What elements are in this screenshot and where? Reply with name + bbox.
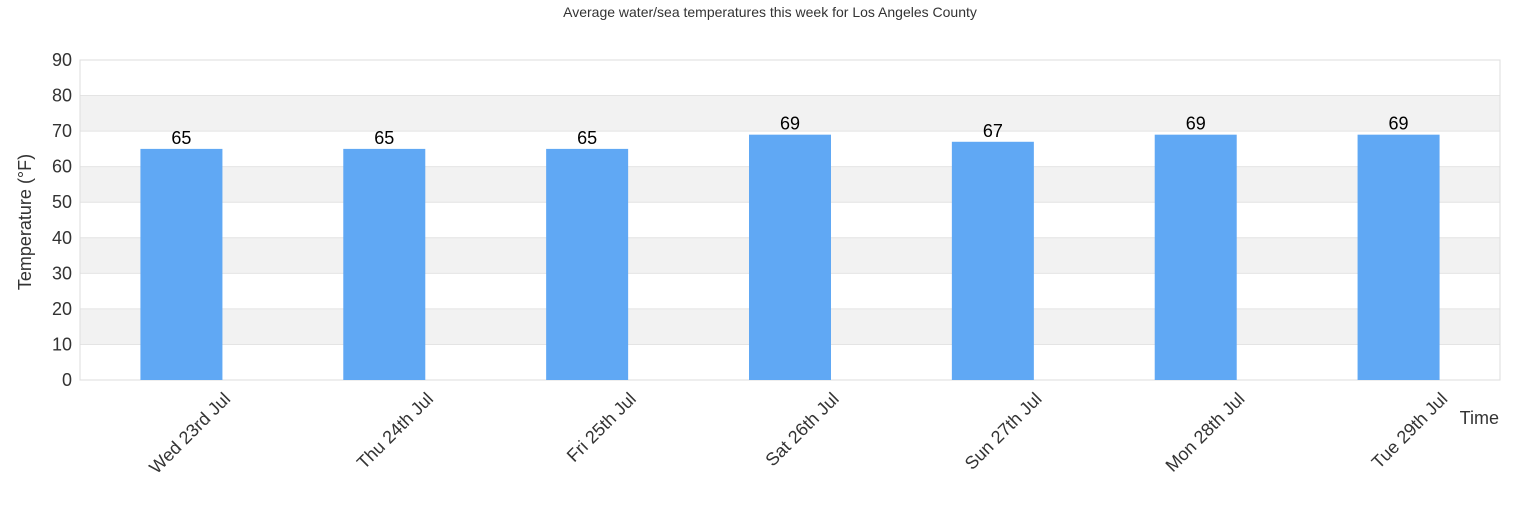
bar <box>951 141 1034 380</box>
x-tick-label: Sat 26th Jul <box>761 389 842 470</box>
x-axis-ticks: Wed 23rd Jul Thu 24th Jul Fri 25th Jul Sat … <box>145 389 1451 478</box>
data-label: 65 <box>374 128 394 148</box>
bar <box>749 134 831 380</box>
x-tick-label: Fri 25th Jul <box>563 389 640 466</box>
bar <box>1357 134 1440 380</box>
data-label: 69 <box>1389 114 1409 134</box>
x-axis-label: Time <box>1460 408 1499 428</box>
bar <box>140 148 223 380</box>
x-tick-label: Thu 24th Jul <box>353 389 437 473</box>
y-tick-label: 20 <box>52 299 72 319</box>
data-label: 65 <box>171 128 191 148</box>
data-label: 65 <box>577 128 597 148</box>
x-tick-label: Mon 28th Jul <box>1162 389 1249 476</box>
y-tick-label: 10 <box>52 334 72 354</box>
y-tick-label: 90 <box>52 50 72 70</box>
data-labels: 65 65 65 69 67 69 69 <box>171 114 1408 148</box>
bar <box>343 148 426 380</box>
bar-series <box>140 134 1440 380</box>
x-tick-label: Tue 29th Jul <box>1368 389 1452 473</box>
grid-band <box>80 95 1500 132</box>
y-tick-label: 30 <box>52 263 72 283</box>
x-tick-label: Wed 23rd Jul <box>145 389 234 478</box>
bar <box>1154 134 1237 380</box>
data-label: 67 <box>983 121 1003 141</box>
bar <box>546 148 629 380</box>
data-label: 69 <box>1186 114 1206 134</box>
y-tick-label: 60 <box>52 157 72 177</box>
y-axis-label: Temperature (°F) <box>15 154 35 290</box>
y-tick-label: 0 <box>62 370 72 390</box>
data-label: 69 <box>780 114 800 134</box>
y-tick-label: 80 <box>52 86 72 106</box>
x-tick-label: Sun 27th Jul <box>961 389 1046 474</box>
y-tick-label: 50 <box>52 192 72 212</box>
y-tick-label: 70 <box>52 121 72 141</box>
chart-title: Average water/sea temperatures this week… <box>563 4 977 20</box>
y-axis-ticks: 0 10 20 30 40 50 60 70 80 90 <box>52 50 72 390</box>
y-tick-label: 40 <box>52 228 72 248</box>
